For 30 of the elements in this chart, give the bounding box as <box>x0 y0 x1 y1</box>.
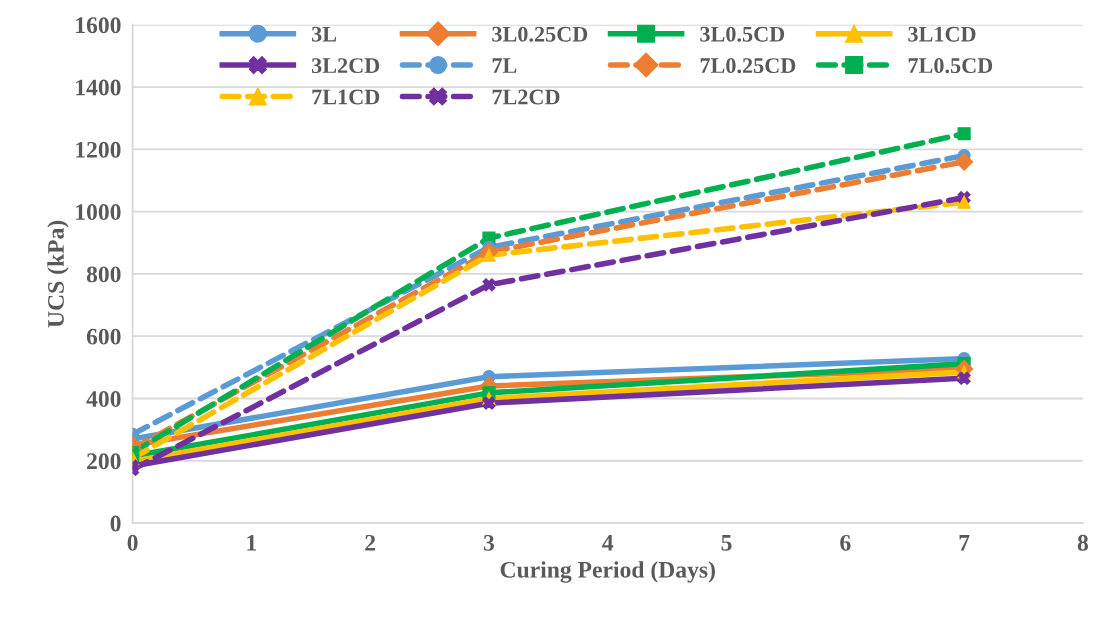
x-tick-label: 2 <box>365 534 376 551</box>
y-tick-label: 200 <box>87 453 121 470</box>
legend-label: 7L0.5CD <box>908 58 993 74</box>
y-tick-label: 800 <box>86 266 121 283</box>
x-tick-label: 7 <box>959 535 970 551</box>
legend-label: 3L0.25CD <box>492 26 588 42</box>
y-tick-label: 1600 <box>76 17 121 34</box>
y-tick-label: 1000 <box>76 204 121 221</box>
x-axis-title: Curing Period (Days) <box>500 561 715 583</box>
x-tick-label: 6 <box>840 534 851 551</box>
y-tick-label: 0 <box>110 515 121 532</box>
y-tick-label: 1200 <box>76 141 121 158</box>
legend-label: 7L1CD <box>312 89 380 105</box>
legend-label: 7L2CD <box>492 89 560 105</box>
legend-label: 3L1CD <box>908 26 976 42</box>
x-tick-label: 1 <box>247 534 257 551</box>
legend-label: 7L0.25CD <box>700 58 796 74</box>
legend-label: 3L0.5CD <box>700 26 785 42</box>
legend-label: 7L <box>492 58 517 73</box>
x-tick-label: 8 <box>1077 534 1089 551</box>
y-tick-label: 1400 <box>76 79 121 96</box>
y-tick-label: 600 <box>86 328 121 345</box>
x-tick-label: 4 <box>602 535 614 551</box>
y-tick-label: 400 <box>86 390 121 407</box>
legend-label: 3L2CD <box>311 58 380 74</box>
legend-label: 3L <box>311 26 337 42</box>
x-tick-label: 3 <box>483 534 495 551</box>
x-tick-label: 5 <box>721 535 732 551</box>
x-tick-label: 0 <box>127 534 138 551</box>
y-axis-title: UCS (kPa) <box>47 220 69 328</box>
